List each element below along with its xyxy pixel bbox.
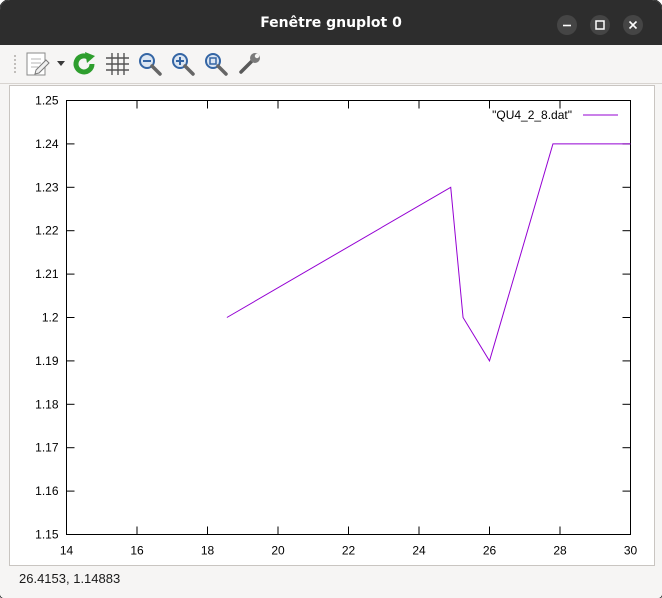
refresh-icon — [73, 52, 95, 75]
plot-canvas[interactable]: 14 16 18 20 22 24 26 28 30 1.151.161.171.181.191… — [10, 86, 654, 565]
zoom-in-button[interactable] — [169, 50, 197, 78]
x-tick-label: 14 — [60, 544, 74, 558]
x-tick-label: 24 — [412, 544, 426, 558]
chevron-down-icon[interactable] — [57, 61, 65, 67]
y-tick-label: 1.17 — [35, 441, 59, 455]
clipboard-icon — [26, 52, 50, 76]
maximize-button[interactable] — [590, 15, 610, 35]
close-button[interactable] — [623, 15, 643, 35]
y-tick-label: 1.24 — [35, 137, 59, 151]
status-bar: 26.4153, 1.14883 — [0, 566, 662, 598]
close-icon — [628, 20, 638, 30]
series-layer — [226, 143, 631, 363]
plot-border — [66, 100, 631, 535]
toolbar-grip-icon[interactable] — [13, 54, 17, 74]
window-title: Fenêtre gnuplot 0 — [260, 15, 402, 31]
preferences-button[interactable] — [235, 50, 263, 78]
y-tick-label: 1.15 — [35, 528, 59, 542]
maximize-icon — [595, 20, 605, 30]
minimize-icon — [563, 24, 571, 27]
zoom-in-icon — [172, 53, 195, 76]
y-tick-label: 1.25 — [35, 94, 59, 108]
x-tick-label: 18 — [201, 544, 215, 558]
x-tick-label: 22 — [342, 544, 356, 558]
wrench-icon — [239, 53, 260, 74]
x-tick-label: 28 — [553, 544, 567, 558]
y-tick-label: 1.22 — [35, 224, 59, 238]
zoom-out-button[interactable] — [136, 50, 164, 78]
x-tick-label: 26 — [483, 544, 497, 558]
x-tick-label: 20 — [271, 544, 285, 558]
zoom-fit-button[interactable] — [202, 50, 230, 78]
zoom-fit-icon — [205, 53, 228, 76]
y-tick-label: 1.19 — [35, 354, 59, 368]
plot-area[interactable]: 14 16 18 20 22 24 26 28 30 1.15 1.16 1.17 1.18 1.19 1… — [9, 85, 655, 566]
grid-icon — [106, 53, 129, 75]
y-tick-label: 1.21 — [35, 267, 59, 281]
y-tick-label: 1.2 — [42, 311, 59, 325]
y-axis: 1.15 1.16 1.17 1.18 1.19 1.2 1.21 1.22 1.23 1.24 1… — [35, 94, 631, 542]
y-tick-label: 1.18 — [35, 397, 59, 411]
replot-button[interactable] — [70, 50, 98, 78]
zoom-out-icon — [139, 53, 162, 76]
series-line — [226, 143, 631, 363]
y-tick-label: 1.16 — [35, 484, 59, 498]
copy-to-clipboard-button[interactable] — [24, 50, 68, 78]
legend-label: "QU4_2_8.dat" — [492, 108, 572, 122]
minimize-button[interactable] — [557, 15, 577, 35]
x-tick-label: 16 — [130, 544, 144, 558]
title-bar[interactable]: Fenêtre gnuplot 0 — [0, 0, 662, 45]
y-tick-label: 1.23 — [35, 180, 59, 194]
toolbar — [0, 45, 662, 84]
grid-button[interactable] — [103, 50, 131, 78]
x-tick-label: 30 — [624, 544, 638, 558]
cursor-coordinates: 26.4153, 1.14883 — [19, 571, 121, 586]
x-axis: 14 16 18 20 22 24 26 28 30 — [60, 100, 638, 558]
legend: "QU4_2_8.dat" — [492, 108, 618, 122]
